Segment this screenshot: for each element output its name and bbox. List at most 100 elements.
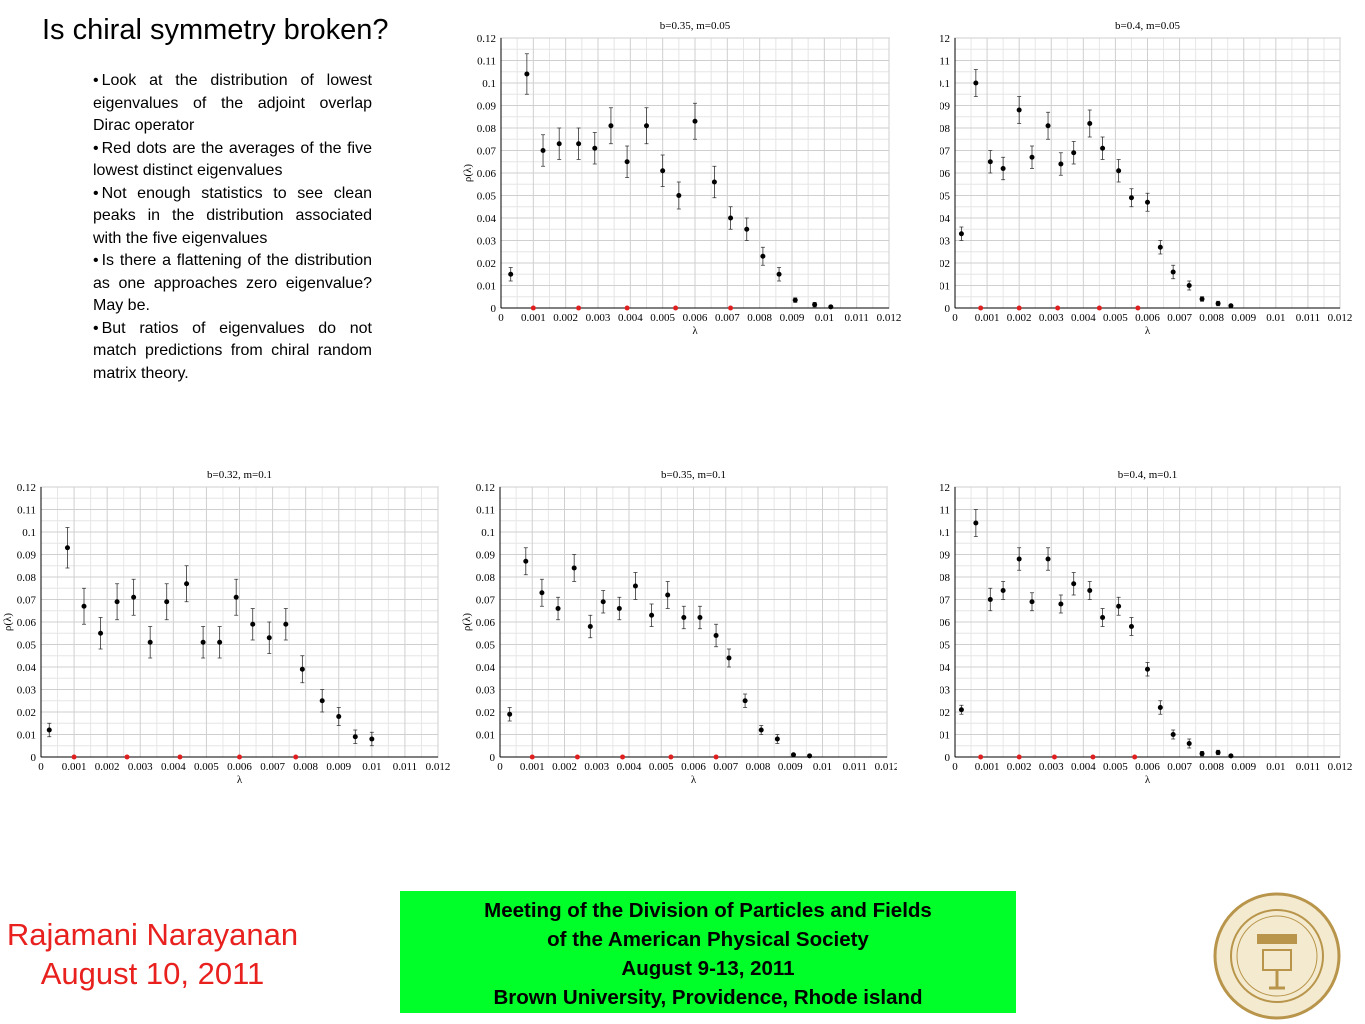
x-axis-label: λ (237, 774, 243, 785)
data-point (217, 639, 223, 645)
data-point (1116, 603, 1122, 609)
chart: 0 0.001 0.002 0.003 0.004 0.005 0.006 0.007 0.00… (462, 20, 901, 335)
y-axis-label: ρ(λ) (462, 164, 474, 182)
y-tick-label: 0.12 (476, 482, 495, 494)
data-point (624, 159, 630, 165)
meeting-line: Brown University, Providence, Rhode isla… (493, 986, 923, 1009)
y-tick-label: 0.08 (17, 572, 37, 584)
x-tick-label: 0.003 (128, 761, 153, 773)
y-tick-label: 0.1 (482, 78, 496, 90)
x-tick-label: 0.008 (747, 312, 772, 324)
x-tick-label: 0.008 (1199, 761, 1224, 773)
x-tick-label: 0.005 (649, 761, 674, 773)
data-point (728, 215, 734, 221)
data-point (1116, 168, 1122, 174)
y-tick-label: 0.02 (940, 707, 950, 719)
x-tick-label: 0.002 (552, 761, 577, 773)
x-tick-label: 0.009 (326, 761, 351, 773)
y-tick-label: 0.04 (476, 662, 496, 674)
data-point (958, 707, 964, 713)
x-tick-label: 0.001 (975, 312, 1000, 324)
data-point (608, 123, 614, 129)
data-point (1016, 556, 1022, 562)
y-tick-label: 0.04 (477, 213, 497, 225)
chart-title: b=0.4, m=0.1 (1118, 469, 1177, 481)
chart-title: b=0.35, m=0.1 (661, 469, 726, 481)
data-point (1132, 754, 1138, 760)
data-point (624, 305, 630, 311)
x-tick-label: 0.002 (1007, 761, 1032, 773)
y-tick-label: 0 (490, 752, 496, 764)
data-point (812, 302, 818, 308)
y-tick-label: 0.06 (940, 168, 951, 180)
x-tick-label: 0.009 (778, 761, 803, 773)
data-point (987, 597, 993, 602)
y-tick-label: 0.11 (477, 56, 496, 68)
y-tick-label: 0.01 (17, 730, 36, 742)
y-tick-label: 0.09 (476, 550, 496, 562)
data-point (164, 599, 170, 605)
x-tick-label: 0.005 (650, 312, 675, 324)
x-tick-label: 0.005 (1103, 761, 1128, 773)
data-point (576, 305, 582, 311)
y-tick-label: 0 (945, 752, 951, 764)
y-tick-label: 0.03 (476, 685, 496, 697)
data-point (114, 599, 120, 605)
data-point (250, 621, 256, 627)
x-tick-label: 0.008 (746, 761, 771, 773)
y-tick-label: 0.03 (940, 236, 951, 248)
data-point (742, 698, 748, 704)
x-axis-label: λ (692, 325, 698, 335)
x-tick-label: 0.005 (1103, 312, 1128, 324)
x-tick-label: 0.01 (1266, 761, 1285, 773)
data-point (668, 754, 674, 760)
data-point (644, 123, 649, 129)
data-point (1071, 150, 1077, 156)
y-tick-label: 0.09 (477, 101, 497, 113)
x-tick-label: 0.007 (1167, 312, 1192, 324)
data-point (523, 558, 529, 564)
data-point (571, 565, 577, 571)
data-point (1199, 751, 1205, 757)
data-point (1045, 123, 1051, 129)
x-tick-label: 0.003 (586, 312, 611, 324)
y-tick-label: 0.06 (940, 617, 951, 629)
meeting-line: Meeting of the Division of Particles and… (484, 899, 932, 922)
x-tick-label: 0.004 (617, 761, 642, 773)
x-tick-label: 0.01 (813, 761, 832, 773)
data-point (1000, 588, 1006, 593)
data-point (319, 698, 325, 704)
y-tick-label: 0.08 (940, 123, 951, 135)
x-tick-label: 0.011 (1296, 761, 1320, 773)
y-tick-label: 0.1 (940, 527, 950, 539)
data-point (1029, 599, 1035, 605)
y-tick-label: 0.05 (17, 640, 37, 652)
y-tick-label: 0.11 (940, 56, 950, 68)
data-point (1145, 666, 1150, 672)
data-point (507, 711, 513, 717)
x-tick-label: 0.01 (362, 761, 381, 773)
y-tick-label: 0.01 (476, 730, 495, 742)
x-tick-label: 0.009 (1231, 761, 1256, 773)
data-point (71, 754, 77, 760)
x-tick-label: 0.011 (844, 312, 868, 324)
y-tick-label: 0.05 (940, 640, 951, 652)
data-point (632, 583, 638, 589)
data-point (807, 753, 813, 759)
data-point (973, 80, 979, 86)
y-tick-label: 0.1 (481, 527, 495, 539)
data-point (124, 754, 130, 760)
chart: 0 0.001 0.002 0.003 0.004 0.005 0.006 0.007 0.00… (940, 20, 1352, 335)
chart-title: b=0.35, m=0.05 (660, 20, 731, 32)
data-point (1228, 753, 1234, 759)
y-tick-label: 0.05 (476, 640, 496, 652)
data-point (1170, 269, 1176, 275)
y-tick-label: 0.03 (477, 236, 497, 248)
data-point (1016, 754, 1022, 760)
x-tick-label: 0.006 (1135, 312, 1160, 324)
data-point (592, 145, 598, 151)
data-point (131, 594, 137, 600)
x-tick-label: 0.004 (618, 312, 643, 324)
y-axis-label: ρ(λ) (461, 613, 473, 631)
